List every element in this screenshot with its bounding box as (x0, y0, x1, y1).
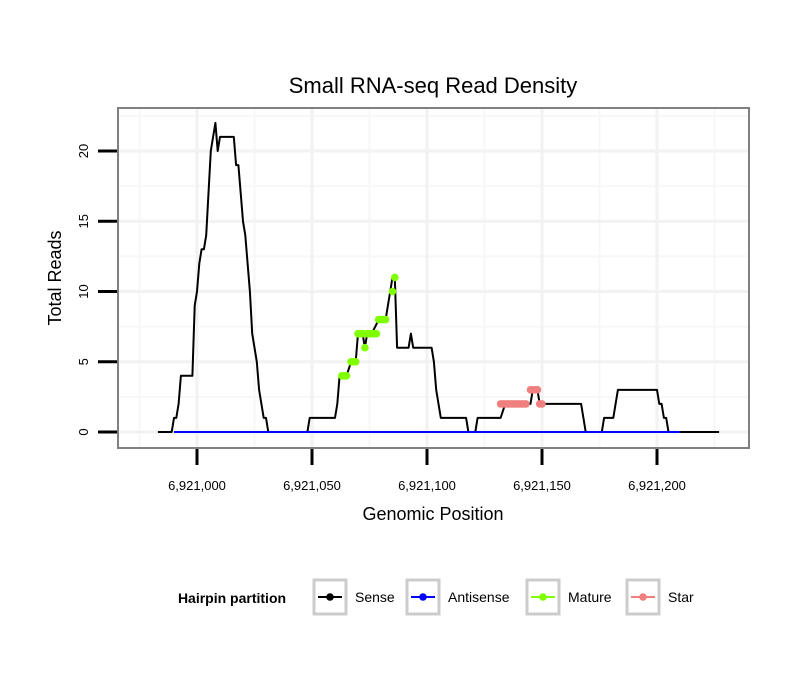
chart-title: Small RNA-seq Read Density (289, 73, 578, 98)
legend-label-antisense: Antisense (448, 589, 510, 605)
x-tick-label: 6,921,100 (398, 478, 456, 493)
data-point-star (522, 400, 530, 408)
plot-panel (117, 107, 750, 449)
y-tick-label: 20 (76, 144, 91, 158)
data-point-mature (342, 372, 351, 380)
data-point-star (533, 386, 542, 394)
data-point-mature (351, 357, 360, 366)
x-tick-label: 6,921,200 (628, 478, 686, 493)
legend-key-point (639, 593, 647, 601)
data-point-mature (361, 343, 369, 352)
y-tick-label: 0 (76, 428, 91, 435)
legend-key-point (419, 593, 427, 601)
data-point-mature (372, 329, 381, 338)
legend-key-point (539, 593, 547, 601)
legend: Hairpin partition Sense Antisense Mature St… (178, 578, 694, 616)
legend-label-star: Star (668, 589, 694, 605)
series-points (338, 273, 546, 408)
y-axis-title: Total Reads (45, 230, 65, 325)
x-axis: 6,921,000 6,921,050 6,921,100 6,921,150 6,92… (168, 449, 686, 493)
data-point-mature (388, 287, 397, 296)
x-tick-label: 6,921,050 (283, 478, 341, 493)
legend-label-sense: Sense (355, 589, 395, 605)
data-point-mature (391, 273, 399, 282)
legend-title: Hairpin partition (178, 590, 286, 606)
legend-key-point (326, 593, 334, 601)
y-tick-label: 5 (76, 358, 91, 365)
y-tick-label: 10 (76, 284, 91, 298)
y-tick-label: 15 (76, 214, 91, 228)
y-axis: 0 5 10 15 20 (76, 144, 117, 436)
x-tick-label: 6,921,150 (513, 478, 571, 493)
data-point-star (538, 400, 546, 408)
legend-label-mature: Mature (568, 589, 612, 605)
minor-gridlines (119, 109, 748, 447)
x-tick-label: 6,921,000 (168, 478, 226, 493)
x-axis-title: Genomic Position (362, 504, 503, 524)
data-point-mature (381, 315, 390, 324)
